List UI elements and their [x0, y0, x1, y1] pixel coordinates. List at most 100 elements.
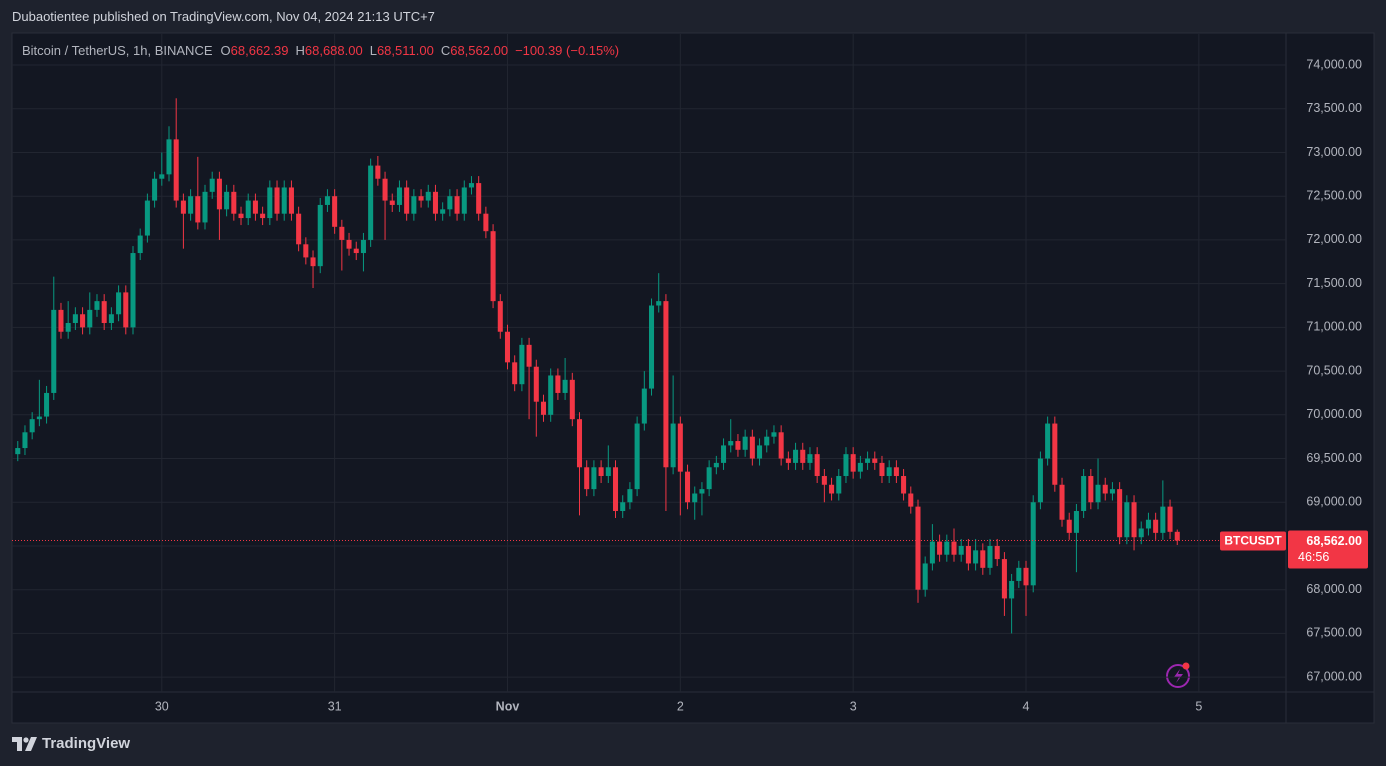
candle-body — [512, 362, 518, 385]
candle-body — [821, 476, 827, 485]
candle-body — [699, 489, 705, 494]
candle-body — [404, 187, 410, 214]
candle-body — [1131, 502, 1137, 538]
candle-body — [238, 213, 244, 219]
y-tick-label: 70,500.00 — [1306, 363, 1362, 377]
candle-body — [872, 458, 878, 463]
candle-body — [1016, 567, 1022, 581]
candle-body — [166, 139, 172, 175]
candle-body — [620, 502, 626, 511]
candle-body — [245, 200, 251, 219]
candle-body — [706, 467, 712, 490]
candle-body — [757, 445, 763, 459]
candle-body — [922, 563, 928, 590]
candle-body — [360, 239, 366, 254]
candle-body — [1174, 531, 1180, 541]
candle-body — [692, 493, 698, 503]
candle-body — [1052, 423, 1058, 485]
x-tick-label: Nov — [496, 699, 520, 713]
candle-body — [908, 493, 914, 507]
x-tick-label: 2 — [677, 699, 684, 713]
author-line: Dubaotientee published on TradingView.co… — [12, 9, 435, 24]
candle-body — [980, 550, 986, 568]
legend-value: 68,662.39 — [230, 43, 289, 58]
candle-body — [591, 467, 597, 490]
candle-body — [1073, 510, 1079, 533]
y-tick-label: 73,000.00 — [1306, 145, 1362, 159]
candle-body — [548, 375, 554, 415]
candle-body — [476, 183, 482, 214]
legend-key: O — [220, 43, 231, 58]
candle-body — [721, 445, 727, 463]
candle-body — [123, 292, 129, 328]
candle-body — [526, 344, 532, 367]
candle-body — [1088, 476, 1094, 503]
candle-body — [944, 541, 950, 555]
candle-body — [735, 441, 741, 450]
candle-body — [1109, 489, 1115, 494]
brand-name: TradingView — [42, 735, 131, 752]
candle-body — [317, 204, 323, 267]
candle-body — [778, 432, 784, 459]
candle-body — [173, 139, 179, 201]
candle-body — [1059, 484, 1065, 520]
candle-body — [994, 545, 1000, 560]
candle-body — [497, 301, 503, 332]
candle-body — [965, 545, 971, 564]
candle-body — [209, 178, 215, 192]
candle-body — [562, 379, 568, 393]
x-tick-label: 4 — [1023, 699, 1030, 713]
candle-body — [353, 248, 359, 254]
candle-body — [188, 196, 194, 214]
candle-body — [958, 545, 964, 555]
legend-key: H — [295, 43, 305, 58]
candle-body — [288, 187, 294, 214]
symbol-tag-label: BTCUSDT — [1224, 534, 1282, 548]
candle-body — [1009, 580, 1015, 599]
chart-panel — [11, 32, 1375, 724]
candle-body — [332, 196, 338, 227]
candle-body — [742, 436, 748, 450]
candle-body — [461, 187, 467, 214]
candle-body — [159, 174, 165, 179]
candle-body — [382, 178, 388, 201]
candle-body — [490, 231, 496, 302]
candle-body — [195, 196, 201, 223]
candle-body — [576, 419, 583, 468]
candle-body — [36, 416, 42, 420]
candle-body — [1030, 502, 1036, 586]
candle-body — [432, 191, 438, 214]
candle-body — [555, 375, 561, 393]
candle-body — [569, 379, 575, 420]
y-tick-label: 71,500.00 — [1306, 276, 1362, 290]
y-tick-label: 72,500.00 — [1306, 189, 1362, 203]
candle-body — [296, 213, 302, 245]
legend-key: C — [440, 43, 451, 58]
legend-change: −100.39 (−0.15%) — [515, 43, 620, 58]
candle-body — [274, 187, 280, 214]
y-tick-label: 67,500.00 — [1306, 626, 1362, 640]
candle-body — [440, 209, 446, 214]
candle-body — [1124, 502, 1130, 538]
candle-body — [425, 191, 431, 201]
candle-body — [116, 292, 122, 315]
brand-logo — [12, 736, 37, 751]
candle-body — [1153, 519, 1159, 533]
candle-body — [108, 314, 114, 323]
candle-body — [973, 550, 979, 564]
candle-body — [1095, 484, 1101, 503]
candle-body — [649, 305, 655, 389]
candle-body — [1066, 519, 1072, 533]
candle-body — [130, 253, 136, 328]
candle-body — [260, 213, 266, 219]
candles — [15, 98, 1180, 634]
alert-icon[interactable] — [1166, 662, 1190, 688]
symbol-tag — [1220, 531, 1286, 551]
candle-body — [224, 191, 230, 210]
candle-body — [605, 467, 611, 477]
candle-body — [65, 322, 71, 332]
candle-body — [396, 187, 402, 205]
candle-body — [80, 314, 86, 328]
